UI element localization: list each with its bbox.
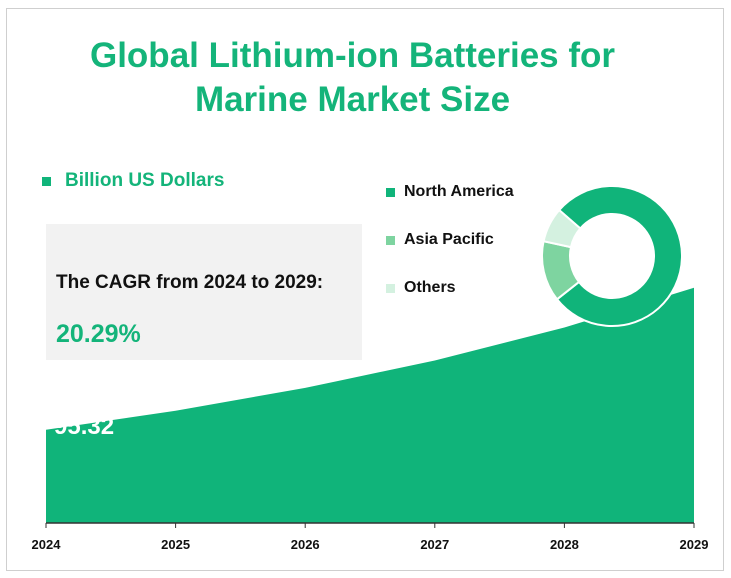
donut-slice-others: [542, 208, 582, 249]
donut-legend: North America Asia Pacific Others: [386, 180, 514, 324]
x-tick-label: 2028: [550, 537, 579, 552]
legend-item-north-america: North America: [386, 180, 514, 204]
title-line-2: Marine Market Size: [194, 80, 511, 119]
legend-swatch: [386, 187, 395, 197]
cagr-value: 20.29%: [56, 320, 141, 348]
area-series: [46, 287, 694, 523]
legend-label: North America: [404, 183, 514, 200]
x-tick-label: 2029: [680, 537, 709, 552]
chart-title: Global Lithium-ion Batteries for Marine …: [0, 34, 705, 122]
legend-swatch: [386, 283, 395, 293]
legend-item-others: Others: [386, 276, 514, 300]
unit-legend-label: Billion US Dollars: [65, 170, 225, 191]
legend-swatch: [386, 235, 395, 245]
legend-label: Others: [404, 279, 456, 296]
unit-legend-swatch: [42, 176, 51, 186]
x-tick-label: 2024: [32, 537, 62, 552]
data-label-2024: 95.32: [54, 413, 115, 440]
x-tick-label: 2025: [161, 537, 190, 552]
cagr-box: The CAGR from 2024 to 2029: 20.29%: [46, 224, 362, 360]
legend-label: Asia Pacific: [404, 231, 494, 248]
title-line-1: Global Lithium-ion Batteries for: [89, 36, 616, 75]
x-tick-label: 2026: [291, 537, 320, 552]
donut-slice-north-america: [555, 185, 683, 327]
x-tick-label: 2027: [420, 537, 449, 552]
legend-item-asia-pacific: Asia Pacific: [386, 228, 514, 252]
unit-legend: Billion US Dollars: [42, 170, 224, 192]
cagr-label: The CAGR from 2024 to 2029:: [56, 272, 324, 293]
